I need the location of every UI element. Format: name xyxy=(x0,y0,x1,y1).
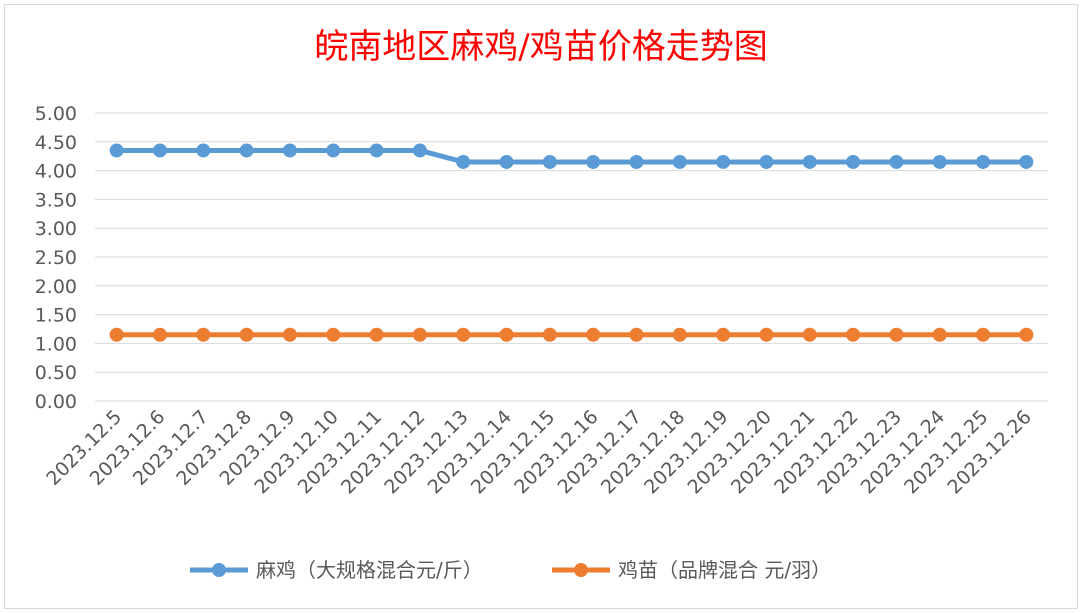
data-point xyxy=(196,327,211,342)
data-point xyxy=(802,154,817,169)
data-point xyxy=(716,154,731,169)
data-point xyxy=(629,327,644,342)
data-point xyxy=(369,143,384,158)
data-point xyxy=(1019,327,1034,342)
data-point xyxy=(976,154,991,169)
data-point xyxy=(672,154,687,169)
data-point xyxy=(932,154,947,169)
series-lines xyxy=(109,143,1034,342)
data-point xyxy=(846,327,861,342)
data-point xyxy=(932,327,947,342)
data-point xyxy=(759,327,774,342)
legend: 麻鸡（大规格混合元/斤） 鸡苗（品牌混合 元/羽） xyxy=(190,558,831,582)
y-tick-label: 0.50 xyxy=(35,362,77,384)
data-point xyxy=(976,327,991,342)
data-point xyxy=(239,143,254,158)
data-point xyxy=(412,143,427,158)
data-point xyxy=(196,143,211,158)
data-point xyxy=(109,143,124,158)
data-point xyxy=(282,143,297,158)
legend-marker xyxy=(212,563,226,577)
data-point xyxy=(629,154,644,169)
data-point xyxy=(889,327,904,342)
legend-label: 麻鸡（大规格混合元/斤） xyxy=(256,558,483,582)
data-point xyxy=(326,327,341,342)
y-tick-label: 2.50 xyxy=(35,247,77,269)
chart-title: 皖南地区麻鸡/鸡苗价格走势图 xyxy=(314,27,767,67)
data-point xyxy=(152,143,167,158)
data-point xyxy=(456,154,471,169)
data-point xyxy=(499,327,514,342)
data-point xyxy=(889,154,904,169)
data-point xyxy=(759,154,774,169)
data-point xyxy=(456,327,471,342)
data-point xyxy=(412,327,427,342)
data-point xyxy=(542,154,557,169)
data-point xyxy=(846,154,861,169)
data-point xyxy=(586,327,601,342)
data-point xyxy=(586,154,601,169)
data-point xyxy=(1019,154,1034,169)
series-line xyxy=(116,147,1027,165)
data-point xyxy=(499,154,514,169)
y-tick-label: 0.00 xyxy=(35,391,77,413)
x-axis-ticks: 2023.12.52023.12.62023.12.72023.12.82023… xyxy=(42,406,1036,498)
data-point xyxy=(239,327,254,342)
data-point xyxy=(716,327,731,342)
data-point xyxy=(109,327,124,342)
y-tick-label: 2.00 xyxy=(35,276,77,298)
y-tick-label: 1.00 xyxy=(35,333,77,355)
data-point xyxy=(282,327,297,342)
data-point xyxy=(542,327,557,342)
y-tick-label: 3.00 xyxy=(35,218,77,240)
data-point xyxy=(326,143,341,158)
legend-marker xyxy=(574,563,588,577)
data-point xyxy=(152,327,167,342)
y-tick-label: 3.50 xyxy=(35,189,77,211)
y-tick-label: 1.50 xyxy=(35,305,77,327)
legend-label: 鸡苗（品牌混合 元/羽） xyxy=(618,558,831,582)
y-tick-label: 4.50 xyxy=(35,132,77,154)
y-tick-label: 5.00 xyxy=(35,103,77,125)
data-point xyxy=(672,327,687,342)
chart-frame xyxy=(4,4,1078,609)
y-axis-ticks: 0.00 0.50 1.00 1.50 2.00 2.50 3.00 3.50 4.00 4.50… xyxy=(35,103,77,413)
y-tick-label: 4.00 xyxy=(35,161,77,183)
gridlines xyxy=(95,112,1048,402)
data-point xyxy=(369,327,384,342)
data-point xyxy=(802,327,817,342)
